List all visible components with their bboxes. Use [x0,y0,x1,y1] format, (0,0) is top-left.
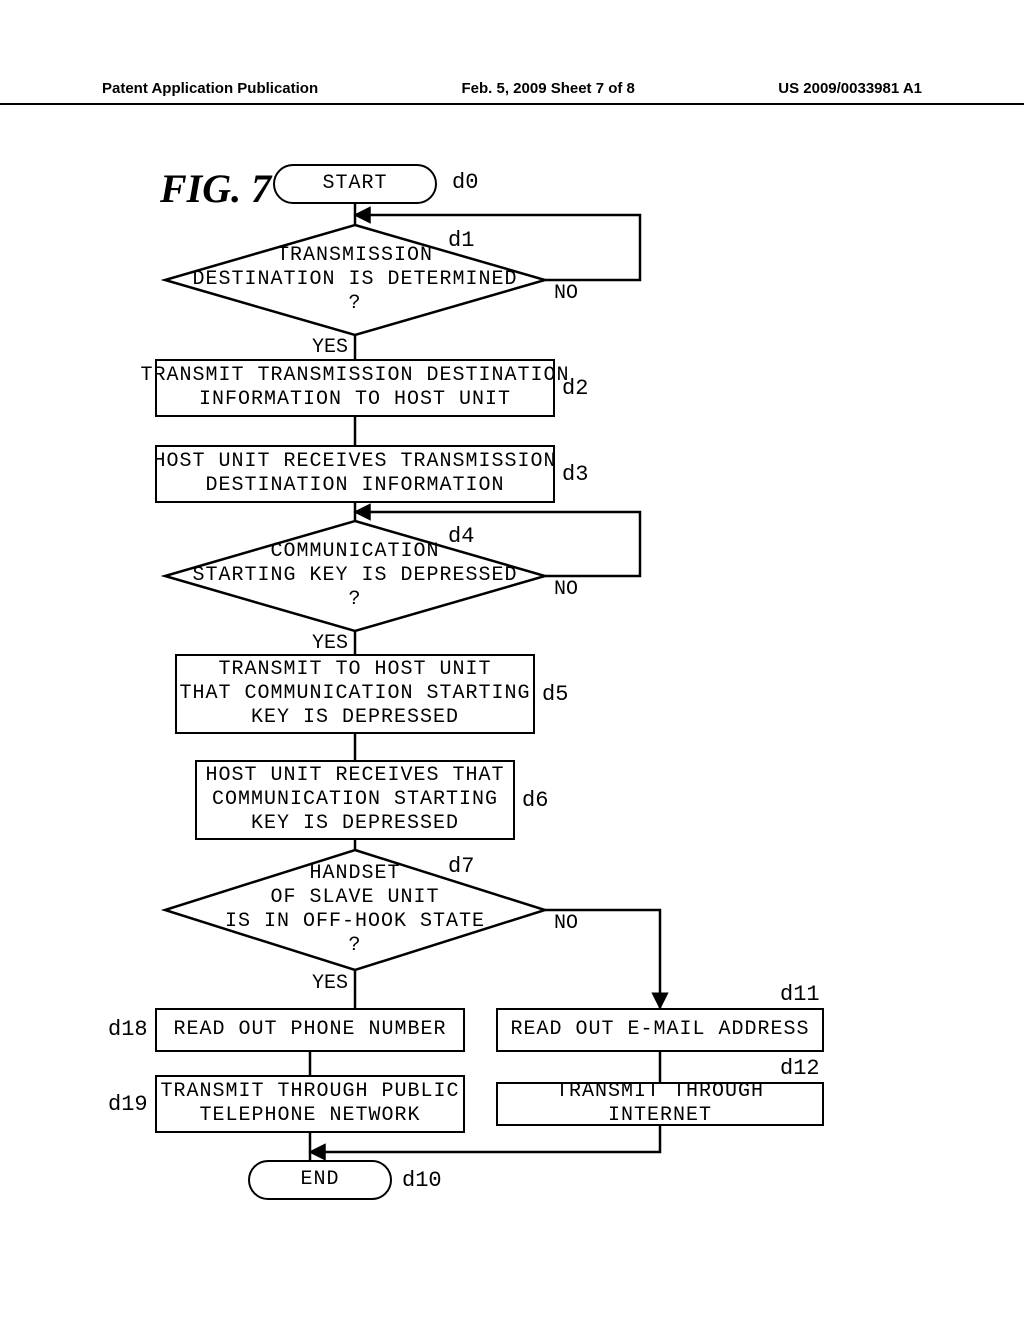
label-d6: d6 [522,788,548,813]
process-d19-text: TRANSMIT THROUGH PUBLIC TELEPHONE NETWOR… [160,1080,459,1128]
decision-d1-text: TRANSMISSION DESTINATION IS DETERMINED ? [192,244,517,316]
d4-yes: YES [312,632,348,655]
terminal-end: END [248,1160,392,1200]
process-d11-text: READ OUT E-MAIL ADDRESS [510,1018,809,1042]
d7-yes: YES [312,972,348,995]
d4-no: NO [554,578,578,601]
label-d4: d4 [448,524,474,549]
label-d12: d12 [780,1056,820,1081]
d1-yes: YES [312,336,348,359]
label-d11: d11 [780,982,820,1007]
terminal-end-label: END [300,1168,339,1192]
decision-d7-text: HANDSET OF SLAVE UNIT IS IN OFF-HOOK STA… [225,862,485,958]
process-d19: TRANSMIT THROUGH PUBLIC TELEPHONE NETWOR… [155,1075,465,1133]
label-d7: d7 [448,854,474,879]
flowchart: START d0 TRANSMISSION DESTINATION IS DET… [100,160,920,1240]
decision-d4-text: COMMUNICATION STARTING KEY IS DEPRESSED … [192,540,517,612]
label-d2: d2 [562,376,588,401]
process-d6-text: HOST UNIT RECEIVES THAT COMMUNICATION ST… [205,764,504,836]
process-d5-text: TRANSMIT TO HOST UNIT THAT COMMUNICATION… [179,658,530,730]
decision-d4: COMMUNICATION STARTING KEY IS DEPRESSED … [165,531,545,621]
decision-d1: TRANSMISSION DESTINATION IS DETERMINED ? [165,235,545,325]
process-d12: TRANSMIT THROUGH INTERNET [496,1082,824,1126]
terminal-start-label: START [322,172,387,196]
header-right: US 2009/0033981 A1 [778,80,922,97]
decision-d7: HANDSET OF SLAVE UNIT IS IN OFF-HOOK STA… [165,857,545,963]
process-d3: HOST UNIT RECEIVES TRANSMISSION DESTINAT… [155,445,555,503]
label-d5: d5 [542,682,568,707]
d7-no: NO [554,912,578,935]
d1-no: NO [554,282,578,305]
label-d0: d0 [452,170,478,195]
page-header: Patent Application Publication Feb. 5, 2… [0,80,1024,105]
process-d3-text: HOST UNIT RECEIVES TRANSMISSION DESTINAT… [153,450,556,498]
header-left: Patent Application Publication [102,80,318,97]
process-d11: READ OUT E-MAIL ADDRESS [496,1008,824,1052]
label-d3: d3 [562,462,588,487]
process-d18: READ OUT PHONE NUMBER [155,1008,465,1052]
process-d18-text: READ OUT PHONE NUMBER [173,1018,446,1042]
label-d1: d1 [448,228,474,253]
process-d12-text: TRANSMIT THROUGH INTERNET [498,1080,822,1128]
process-d5: TRANSMIT TO HOST UNIT THAT COMMUNICATION… [175,654,535,734]
header-center: Feb. 5, 2009 Sheet 7 of 8 [461,80,634,97]
process-d2: TRANSMIT TRANSMISSION DESTINATION INFORM… [155,359,555,417]
terminal-start: START [273,164,437,204]
process-d2-text: TRANSMIT TRANSMISSION DESTINATION INFORM… [140,364,569,412]
label-d19: d19 [108,1092,148,1117]
label-d10: d10 [402,1168,442,1193]
process-d6: HOST UNIT RECEIVES THAT COMMUNICATION ST… [195,760,515,840]
label-d18: d18 [108,1017,148,1042]
